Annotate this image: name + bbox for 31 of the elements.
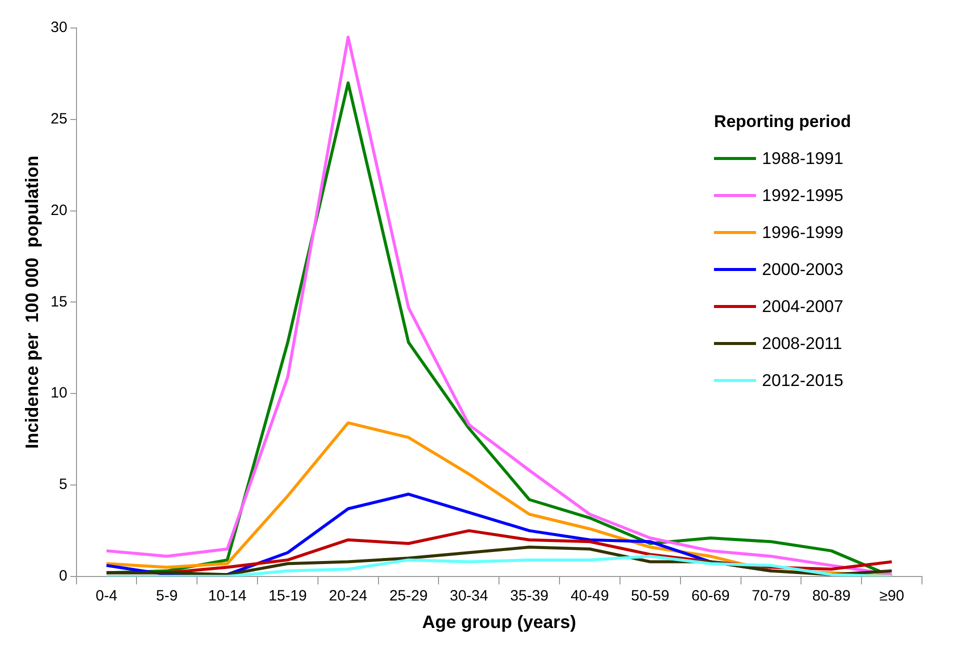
x-tick-label: 40-49 — [570, 588, 609, 605]
x-tick-label: 0-4 — [96, 588, 118, 605]
x-tick-label: 35-39 — [510, 588, 549, 605]
legend-label: 2004-2007 — [762, 296, 844, 316]
x-tick-label: 70-79 — [752, 588, 790, 605]
x-tick-label: 15-19 — [268, 588, 307, 605]
y-tick-label: 5 — [58, 476, 68, 494]
legend-label: 1988-1991 — [762, 148, 844, 168]
legend-label: 1992-1995 — [762, 186, 844, 206]
y-tick-label: 15 — [50, 293, 68, 310]
legend-label: 1996-1999 — [762, 222, 844, 242]
y-tick-label: 30 — [50, 19, 68, 36]
y-axis-title: Incidence per 100 000 population — [22, 156, 42, 449]
x-tick-label: 5-9 — [156, 588, 178, 605]
y-tick-label: 10 — [50, 384, 68, 402]
legend-title: Reporting period — [714, 112, 851, 132]
x-tick-label: 50-59 — [630, 588, 670, 605]
x-tick-label: 25-29 — [389, 588, 428, 605]
x-tick-label: ≥90 — [879, 588, 904, 605]
y-tick-label: 25 — [50, 110, 68, 128]
legend-label: 2008-2011 — [762, 334, 842, 354]
legend-label: 2000-2003 — [762, 260, 844, 280]
x-tick-label: 30-34 — [450, 588, 488, 605]
x-tick-label: 60-69 — [691, 588, 730, 605]
y-tick-label: 20 — [50, 202, 68, 219]
x-tick-label: 80-89 — [812, 588, 851, 605]
legend-label: 2012-2015 — [762, 370, 844, 390]
x-tick-label: 20-24 — [328, 588, 368, 605]
y-tick-label: 0 — [58, 568, 68, 585]
x-axis-title: Age group (years) — [422, 612, 576, 632]
x-tick-label: 10-14 — [208, 588, 246, 605]
